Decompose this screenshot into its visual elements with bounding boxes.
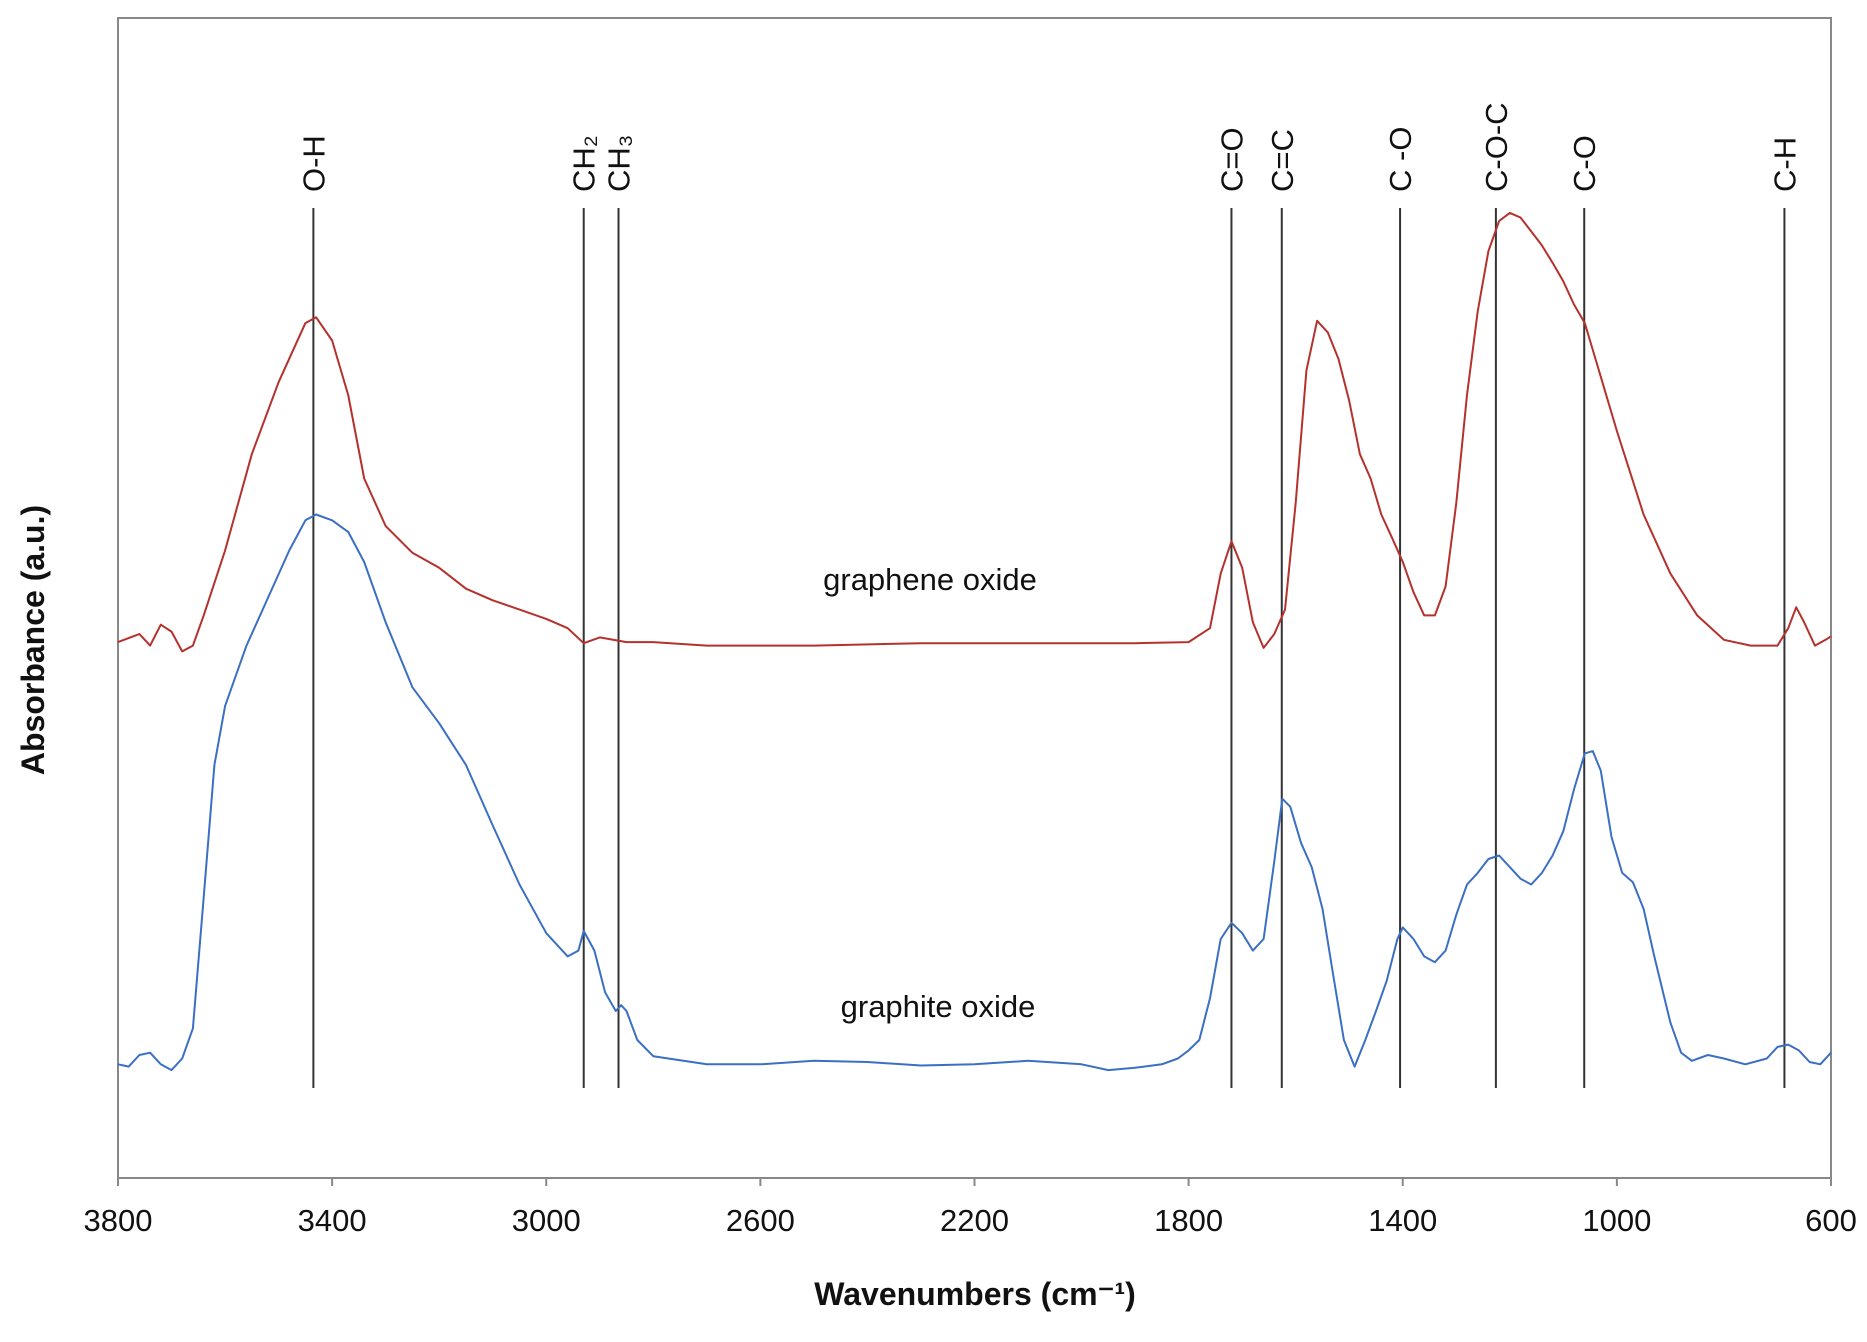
series-label: graphene oxide	[823, 562, 1037, 597]
x-tick-label: 1400	[1368, 1203, 1437, 1238]
band-label: CH₃	[602, 135, 637, 192]
spectrum-line	[117, 513, 1832, 1072]
band-label: C=O	[1214, 127, 1249, 192]
band-label: C -O	[1383, 127, 1418, 192]
band-label: C-H	[1767, 137, 1802, 192]
x-tick-label: 2200	[940, 1203, 1009, 1238]
band-label: C-O-C	[1479, 102, 1514, 192]
x-tick-label: 1000	[1582, 1203, 1651, 1238]
x-tick-label: 3400	[298, 1203, 367, 1238]
x-tick-label: 2600	[726, 1203, 795, 1238]
x-tick-label: 3000	[512, 1203, 581, 1238]
x-tick-label: 3800	[84, 1203, 153, 1238]
x-axis-label: Wavenumbers (cm⁻¹)	[814, 1276, 1136, 1312]
y-axis-label: Absorbance (a.u.)	[15, 505, 51, 775]
x-tick-label: 600	[1805, 1203, 1857, 1238]
series-label: graphite oxide	[841, 989, 1036, 1024]
band-label: C=C	[1265, 129, 1300, 192]
band-label: C-O	[1567, 135, 1602, 192]
x-tick-label: 1800	[1154, 1203, 1223, 1238]
band-label: CH₂	[567, 135, 602, 192]
spectrum-line	[117, 211, 1832, 653]
band-label: O-H	[296, 135, 331, 192]
